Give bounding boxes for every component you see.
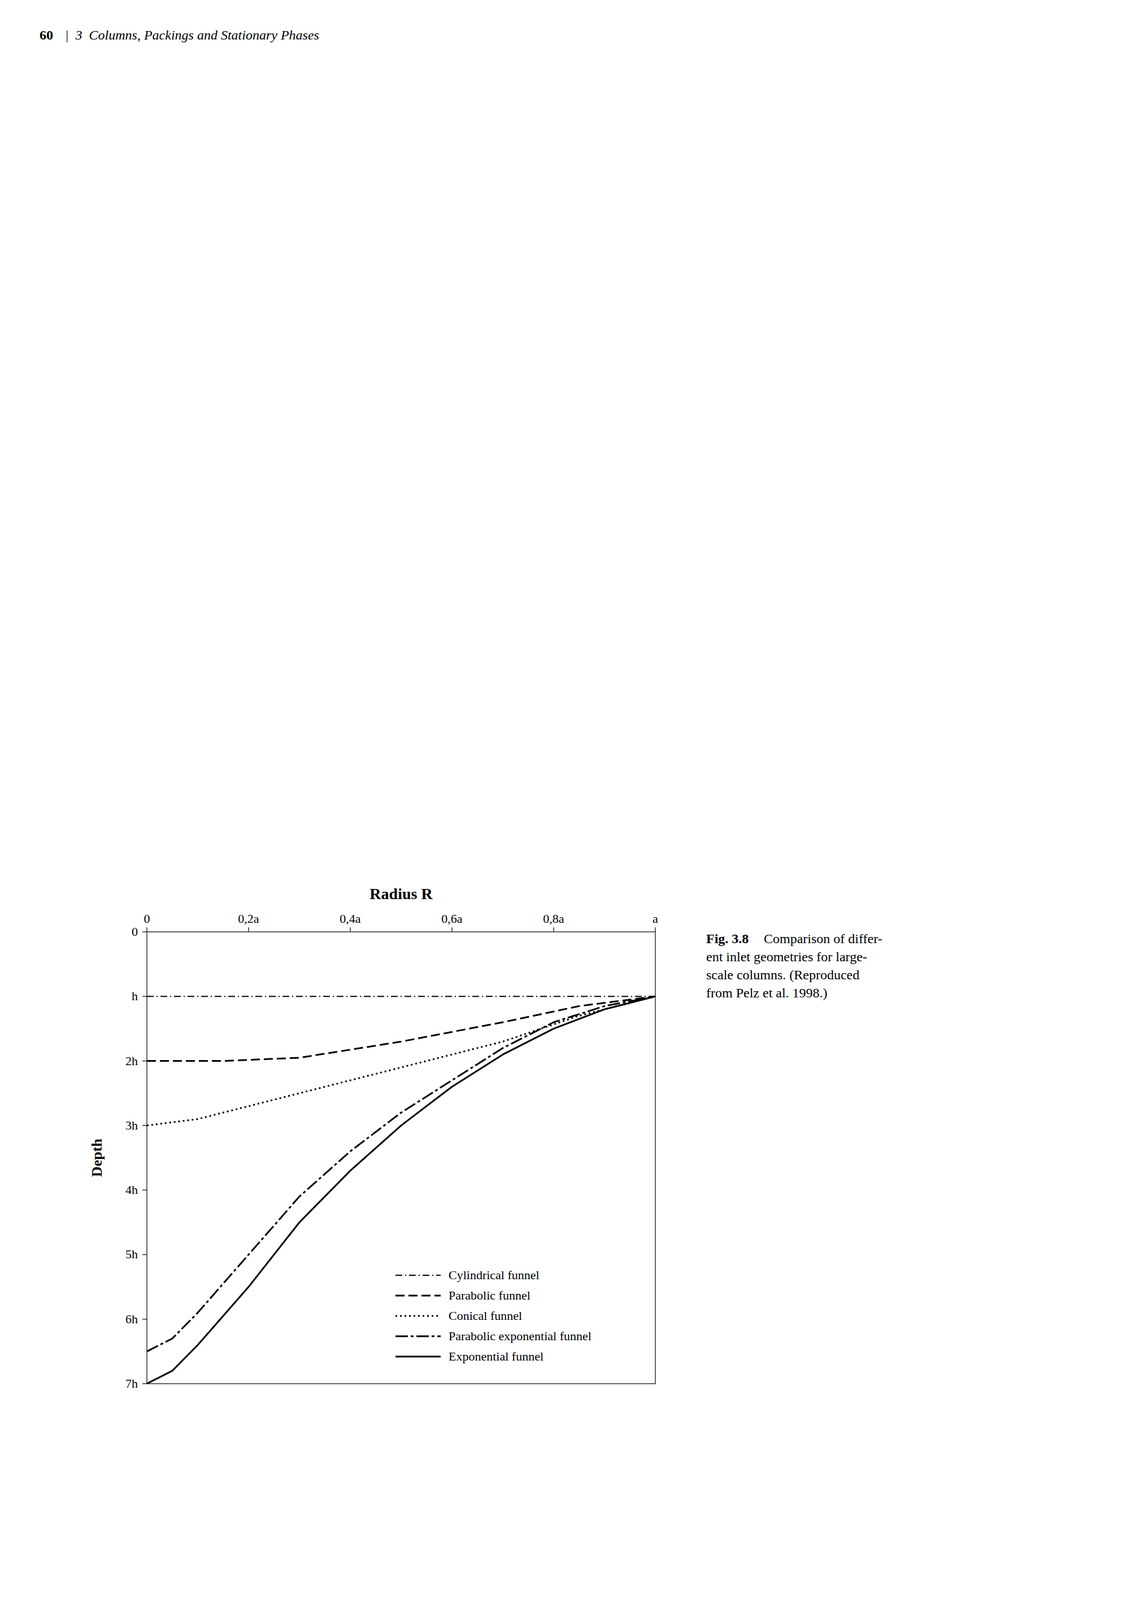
y-tick-label: 6h — [125, 1312, 138, 1327]
page-number: 60 — [39, 27, 54, 43]
legend-swatch — [395, 1275, 441, 1277]
y-tick — [142, 1319, 147, 1321]
caption-label: Fig. 3.8 — [706, 931, 749, 947]
series-line — [146, 996, 656, 1352]
series-line — [146, 996, 656, 1126]
y-tick-label: 2h — [125, 1054, 138, 1069]
x-tick-label: 0,6a — [441, 911, 463, 926]
y-axis-label: Depth — [88, 1138, 106, 1178]
x-tick — [654, 927, 656, 933]
y-tick-label: 7h — [125, 1376, 138, 1391]
y-tick — [142, 1254, 147, 1256]
chart-title: Radius R — [369, 885, 433, 903]
series-line — [146, 996, 656, 1385]
y-tick — [142, 1383, 147, 1385]
x-tick-label: 0,4a — [339, 911, 362, 926]
legend-label: Parabolic exponential funnel — [448, 1329, 592, 1344]
y-axis: 0 h 2h 3h 4h 5h 6h 7h — [125, 924, 147, 1391]
x-tick-label: 0 — [144, 911, 151, 926]
x-tick-label: a — [652, 911, 659, 926]
y-tick — [142, 1060, 147, 1063]
legend-swatch — [395, 1295, 441, 1298]
legend-swatch — [395, 1356, 441, 1359]
x-tick-label: 0,8a — [542, 911, 565, 926]
x-tick — [146, 927, 148, 933]
legend-label: Cylindrical funnel — [448, 1268, 540, 1283]
y-tick-label: 5h — [125, 1247, 138, 1262]
legend-label: Parabolic funnel — [448, 1288, 531, 1303]
series-lines — [146, 996, 656, 1385]
legend-label: Exponential funnel — [448, 1349, 544, 1364]
x-tick — [553, 927, 555, 933]
caption-text: Comparison of differ-ent inlet geometrie… — [706, 931, 883, 1001]
y-tick — [142, 931, 147, 933]
legend-swatch — [395, 1315, 441, 1318]
plot-frame — [146, 932, 656, 1385]
y-tick — [142, 1189, 147, 1191]
y-tick-label: 0 — [131, 924, 138, 939]
x-axis: 0 0,2a 0,4a 0,6a 0,8a a — [144, 911, 659, 933]
y-tick-label: 4h — [125, 1183, 138, 1198]
y-tick — [142, 996, 147, 998]
series-line — [146, 996, 656, 998]
x-tick — [451, 927, 453, 933]
x-tick — [248, 927, 250, 933]
caption-line: scale columns. (Reproduced — [706, 967, 860, 983]
page: 60 | 3 Columns, Packings and Stationary P… — [0, 0, 1135, 1600]
caption-line: Comparison of differ- — [757, 931, 883, 947]
y-tick-label: h — [131, 989, 138, 1004]
legend: Cylindrical funnel Parabolic funnel Conica… — [395, 1268, 592, 1364]
legend-swatch — [395, 1336, 441, 1338]
y-tick-label: 3h — [125, 1118, 138, 1133]
caption-line: ent inlet geometries for large- — [706, 949, 868, 965]
x-tick — [349, 927, 351, 933]
page-header: | 3 Columns, Packings and Stationary Pha… — [64, 27, 320, 43]
legend-label: Conical funnel — [448, 1309, 523, 1324]
caption-line: from Pelz et al. 1998.) — [706, 985, 828, 1001]
x-tick-label: 0,2a — [237, 911, 260, 926]
y-tick — [142, 1125, 147, 1127]
series-line — [146, 996, 656, 1061]
page-background — [0, 0, 1135, 1600]
